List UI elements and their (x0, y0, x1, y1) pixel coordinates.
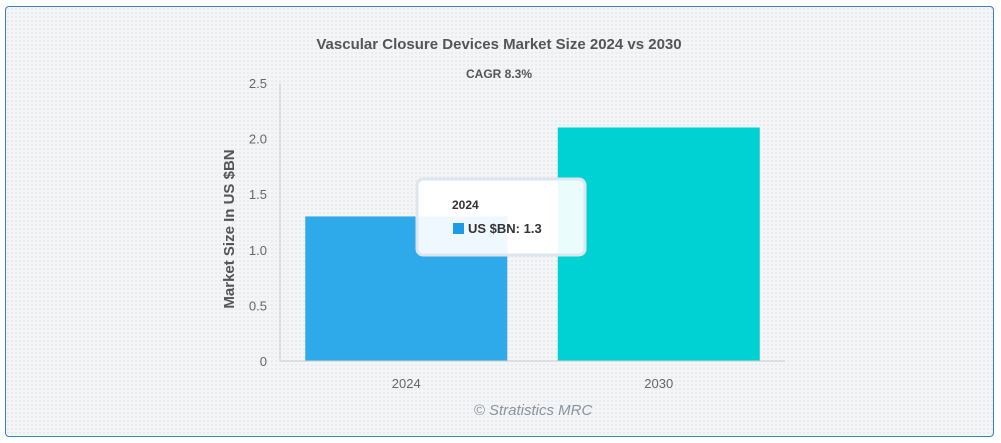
x-tick-label: 2024 (392, 376, 421, 391)
bar-2030[interactable] (557, 127, 760, 361)
y-axis-ticks: 0 0.5 1.0 1.5 2.0 2.5 (249, 76, 267, 369)
y-tick-label: 2.0 (249, 132, 267, 147)
tooltip-title: 2024 (452, 198, 479, 212)
chart-subtitle: CAGR 8.3% (466, 67, 532, 81)
chart-title: Vascular Closure Devices Market Size 202… (316, 36, 681, 53)
tooltip-text: US $BN: 1.3 (468, 221, 542, 236)
credit-text: © Stratistics MRC (474, 402, 593, 419)
y-tick-label: 1.0 (249, 243, 267, 258)
chart-svg: Vascular Closure Devices Market Size 202… (221, 36, 785, 419)
x-tick-label: 2030 (644, 376, 673, 391)
tooltip: 2024 US $BN: 1.3 (415, 177, 587, 257)
tooltip-marker (453, 223, 464, 234)
tooltip-box (415, 177, 587, 257)
chart-card: Vascular Closure Devices Market Size 202… (5, 6, 994, 437)
y-tick-label: 0.5 (249, 298, 267, 313)
y-tick-label: 2.5 (249, 76, 267, 91)
y-tick-label: 0 (260, 354, 267, 369)
x-axis-ticks: 2024 2030 (392, 376, 673, 391)
y-tick-label: 1.5 (249, 187, 267, 202)
y-axis-title: Market Size In US $BN (221, 149, 238, 308)
